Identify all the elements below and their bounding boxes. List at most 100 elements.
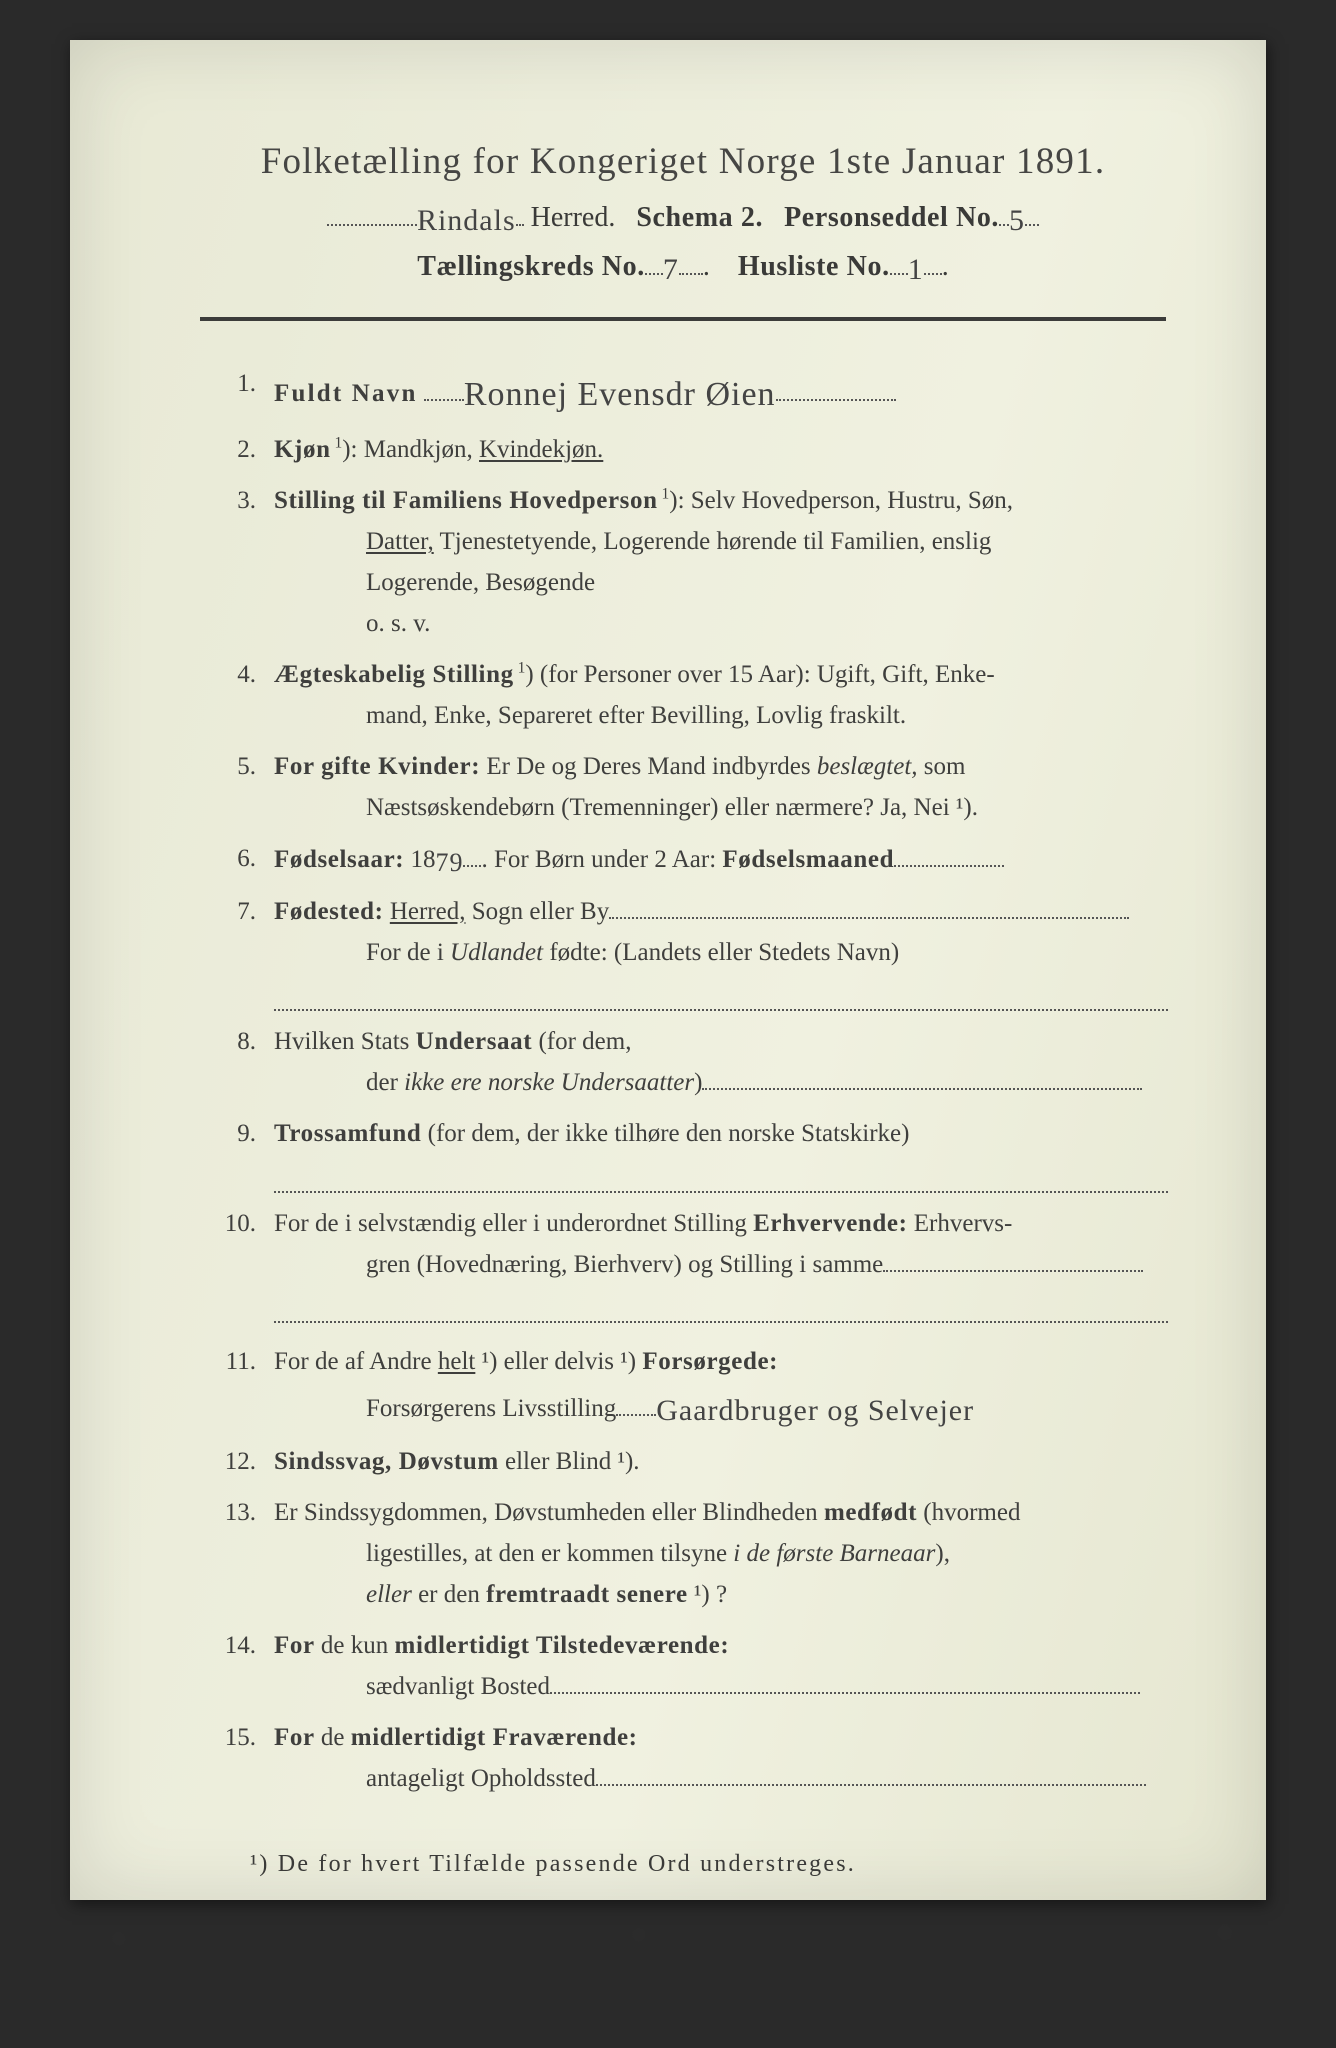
q-text: som [918,753,966,780]
q-text: (for dem, [532,1028,631,1055]
q-italic: Udlandet [450,939,543,966]
q-underlined: Herred, [390,898,466,925]
q-text: Er De og Deres Mand indbyrdes [480,753,817,780]
year-handwritten: 79 [435,848,463,877]
q12: 12. Sindssvag, Døvstum eller Blind ¹). [190,1441,1168,1482]
q-num: 12. [190,1441,274,1482]
q-text: . For Børn under 2 Aar: [481,846,722,873]
q3: 3. Stilling til Familiens Hovedperson 1)… [190,480,1168,644]
q-text: ): Selv Hovedperson, Hustru, Søn, [669,487,1013,514]
husliste-label: Husliste No. [738,251,890,282]
q-num: 1. [190,363,274,419]
q-bold: midlertidigt Fraværende: [351,1724,638,1751]
fill [924,248,942,275]
fill [424,377,464,402]
form-title: Folketælling for Kongeriget Norge 1ste J… [190,140,1176,183]
q-label: Stilling til Familiens Hovedperson [274,487,658,514]
q-num: 6. [190,838,274,881]
q-bold: fremtraadt senere [486,1581,688,1608]
q-text: Logerende, Besøgende [274,562,1168,603]
q7: 7. Fødested: Herred, Sogn eller By For d… [190,891,1168,1012]
q-text: fødte: (Landets eller Stedets Navn) [543,939,899,966]
q-num: 10. [190,1203,274,1324]
q-text: For de af Andre [274,1348,438,1375]
ink-spot [1214,1924,1236,1942]
q-label: Kjøn [274,436,331,463]
q-text: Tjenestetyende, Logerende hørende til Fa… [434,528,992,555]
q-num: 14. [190,1625,274,1707]
q-text: ) (for Personer over 15 Aar): Ugift, Gif… [525,661,994,688]
q-num: 2. [190,429,274,470]
q-text: (hvormed [917,1499,1020,1526]
fill [550,1670,1140,1695]
q9: 9. Trossamfund (for dem, der ikke tilhør… [190,1113,1168,1193]
form-header: Folketælling for Kongeriget Norge 1ste J… [190,140,1176,283]
q-label: Forsørgede: [642,1348,778,1375]
fill [702,1066,1142,1091]
kreds-label: Tællingskreds No. [417,251,645,282]
q-text: gren (Hovednæring, Bierhverv) og Stillin… [366,1251,883,1278]
q-italic: beslægtet, [817,753,918,780]
q10: 10. For de i selvstændig eller i underor… [190,1203,1168,1324]
q-text: 18 [404,846,435,873]
q-bold: medfødt [824,1499,917,1526]
fill [609,894,1129,919]
fill [894,843,1004,868]
q-underlined: Datter, [366,528,434,555]
herred-label: Herred. [531,202,616,233]
kreds-no: 7 [663,253,679,286]
q2: 2. Kjøn 1): Mandkjøn, Kvindekjøn. [190,429,1168,470]
q-text: For de i selvstændig eller i underordnet… [274,1210,753,1237]
name-handwritten: Ronnej Evensdr Øien [464,376,776,413]
q6: 6. Fødselsaar: 1879 . For Børn under 2 Aa… [190,838,1168,881]
q-text: Er Sindssygdommen, Døvstumheden eller Bl… [274,1499,824,1526]
fill [327,199,417,226]
q-text: ), [935,1540,950,1567]
q-text: Hvilken Stats [274,1028,416,1055]
footnote: ¹) De for hvert Tilfælde passende Ord un… [250,1851,1176,1878]
q-num: 5. [190,746,274,828]
q-italic: eller [366,1581,412,1608]
q-text: Erhvervs- [908,1210,1013,1237]
q-label: Fuldt Navn [274,380,418,407]
q-label: Erhvervende: [753,1210,907,1237]
q4: 4. Ægteskabelig Stilling 1) (for Persone… [190,654,1168,736]
fill [776,377,896,402]
q-text: eller Blind ¹). [499,1448,640,1475]
fill [999,199,1009,226]
q1: 1. Fuldt Navn Ronnej Evensdr Øien [190,363,1168,419]
subheader-line-1: Rindals Herred. Schema 2. Personseddel N… [190,199,1176,234]
q-text: ): Mandkjøn, [342,436,479,463]
q-label: Fødselsaar: [274,846,404,873]
q-num: 15. [190,1717,274,1799]
q15: 15. For de midlertidigt Fraværende: anta… [190,1717,1168,1799]
q-text: antageligt Opholdssted [366,1765,596,1792]
q-text: Sogn eller By [465,898,609,925]
question-list: 1. Fuldt Navn Ronnej Evensdr Øien 2. Kjø… [190,363,1168,1799]
subheader-line-2: Tællingskreds No.7. Husliste No.1. [190,248,1176,283]
q-bold: midlertidigt Tilstedeværende: [395,1632,730,1659]
q-text: For de i [366,939,450,966]
dotted-line [274,1158,1168,1193]
fill [890,248,908,275]
fill [516,199,524,226]
footnote-mark: 1 [514,660,526,677]
q-num: 4. [190,654,274,736]
q-text: sædvanligt Bosted [366,1673,550,1700]
q-label: Trossamfund [274,1120,421,1147]
ink-spot [630,1926,648,1944]
q-label: Ægteskabelig Stilling [274,661,514,688]
form-content: Folketælling for Kongeriget Norge 1ste J… [70,40,1266,1938]
q-label: Undersaat [416,1028,533,1055]
q-text: er den [412,1581,486,1608]
q-num: 8. [190,1021,274,1103]
q-text: ¹) eller delvis ¹) [475,1348,642,1375]
q-text: de [315,1724,351,1751]
fill [645,248,663,275]
q-text: Næstsøskendebørn (Tremenninger) eller næ… [274,787,1168,828]
q8: 8. Hvilken Stats Undersaat (for dem, der… [190,1021,1168,1103]
q5: 5. For gifte Kvinder: Er De og Deres Man… [190,746,1168,828]
q-label: For [274,1632,315,1659]
fill [1025,199,1039,226]
q-text: (for dem, der ikke tilhøre den norske St… [421,1120,909,1147]
